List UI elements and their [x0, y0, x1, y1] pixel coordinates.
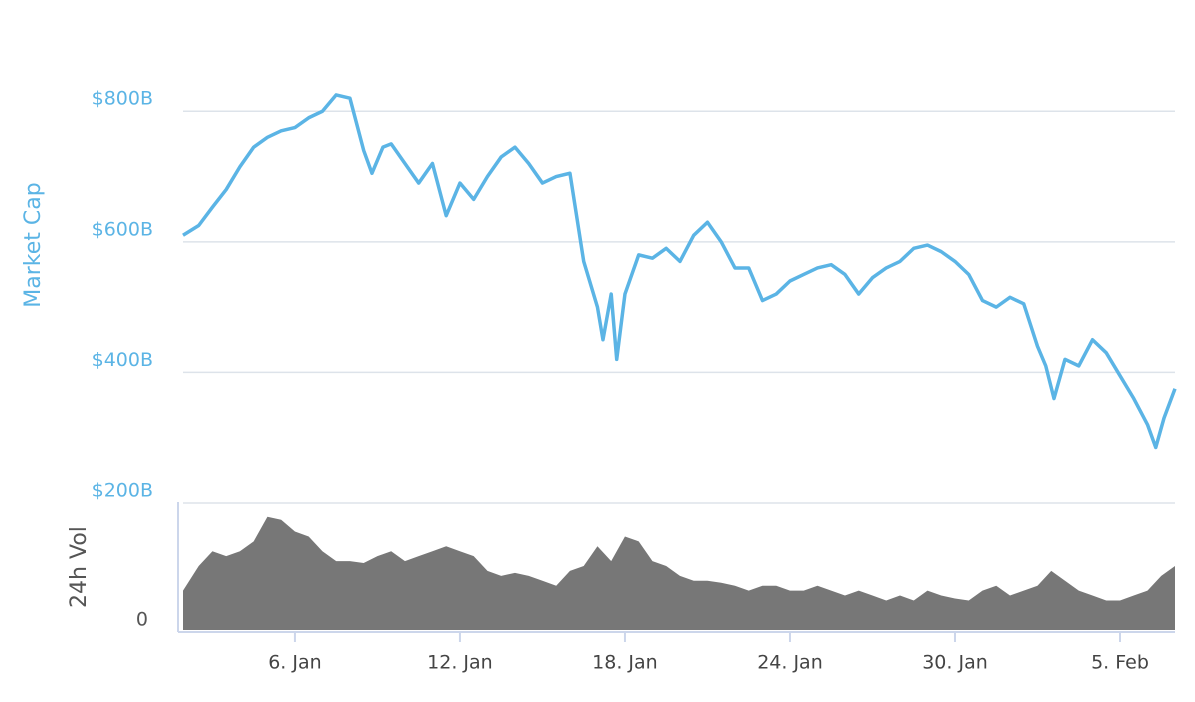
y2-axis-title: 24h Vol — [67, 526, 92, 608]
market-cap-line — [182, 93, 1177, 450]
x-tick-label: 6. Jan — [268, 652, 321, 674]
volume-area — [183, 516, 1175, 630]
x-tick-label: 18. Jan — [592, 652, 658, 674]
y-tick-label: $200B — [92, 480, 153, 502]
y-tick-label: $800B — [92, 88, 153, 110]
y-axis-title: Market Cap — [21, 182, 46, 307]
y-tick-label: $600B — [92, 218, 153, 240]
y2-tick-label: 0 — [136, 609, 148, 631]
y-tick-label: $400B — [92, 349, 153, 371]
x-tick-label: 24. Jan — [757, 652, 823, 674]
x-tick-label: 30. Jan — [922, 652, 988, 674]
x-tick-label: 12. Jan — [427, 652, 493, 674]
x-tick-label: 5. Feb — [1091, 652, 1149, 674]
